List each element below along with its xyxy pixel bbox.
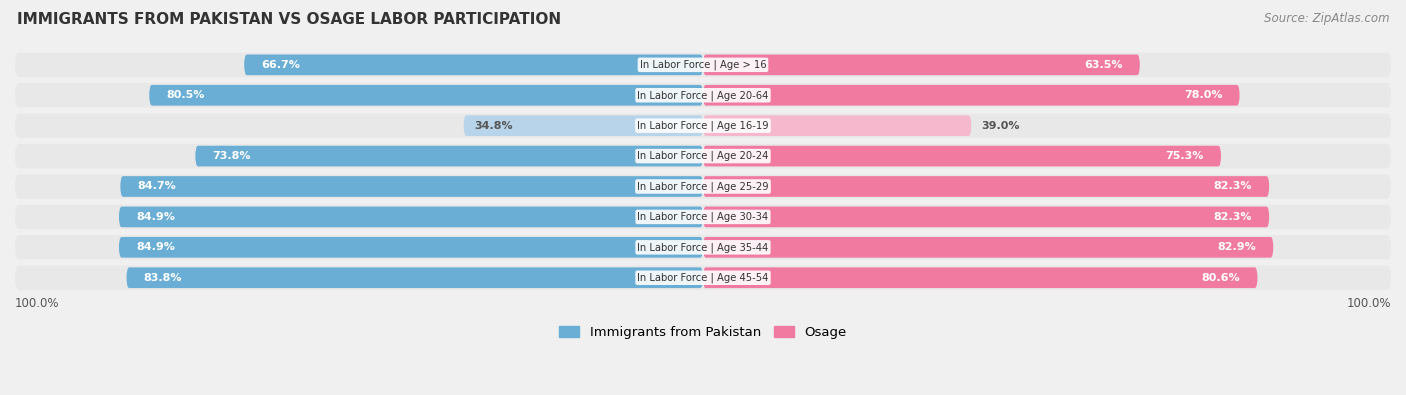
Text: 100.0%: 100.0% [15, 297, 59, 310]
Text: 82.3%: 82.3% [1213, 212, 1251, 222]
Text: 75.3%: 75.3% [1166, 151, 1204, 161]
Text: 82.3%: 82.3% [1213, 181, 1251, 192]
FancyBboxPatch shape [121, 176, 703, 197]
FancyBboxPatch shape [703, 115, 972, 136]
Legend: Immigrants from Pakistan, Osage: Immigrants from Pakistan, Osage [554, 320, 852, 344]
Text: 78.0%: 78.0% [1184, 90, 1222, 100]
Text: 73.8%: 73.8% [212, 151, 250, 161]
FancyBboxPatch shape [15, 235, 1391, 260]
Text: 39.0%: 39.0% [981, 121, 1021, 131]
FancyBboxPatch shape [703, 85, 1240, 105]
FancyBboxPatch shape [149, 85, 703, 105]
FancyBboxPatch shape [120, 207, 703, 227]
FancyBboxPatch shape [15, 205, 1391, 229]
Text: 84.7%: 84.7% [138, 181, 176, 192]
Text: In Labor Force | Age 20-24: In Labor Force | Age 20-24 [637, 151, 769, 161]
Text: In Labor Force | Age 16-19: In Labor Force | Age 16-19 [637, 120, 769, 131]
FancyBboxPatch shape [703, 55, 1140, 75]
Text: In Labor Force | Age > 16: In Labor Force | Age > 16 [640, 60, 766, 70]
Text: In Labor Force | Age 45-54: In Labor Force | Age 45-54 [637, 273, 769, 283]
Text: 66.7%: 66.7% [262, 60, 299, 70]
Text: In Labor Force | Age 30-34: In Labor Force | Age 30-34 [637, 212, 769, 222]
FancyBboxPatch shape [15, 113, 1391, 138]
Text: 63.5%: 63.5% [1084, 60, 1122, 70]
Text: 34.8%: 34.8% [474, 121, 513, 131]
FancyBboxPatch shape [15, 83, 1391, 107]
Text: In Labor Force | Age 20-64: In Labor Force | Age 20-64 [637, 90, 769, 100]
FancyBboxPatch shape [15, 265, 1391, 290]
FancyBboxPatch shape [703, 267, 1257, 288]
FancyBboxPatch shape [464, 115, 703, 136]
Text: 84.9%: 84.9% [136, 242, 174, 252]
FancyBboxPatch shape [703, 146, 1220, 166]
FancyBboxPatch shape [703, 237, 1274, 258]
Text: In Labor Force | Age 35-44: In Labor Force | Age 35-44 [637, 242, 769, 252]
Text: 84.9%: 84.9% [136, 212, 174, 222]
Text: 80.5%: 80.5% [166, 90, 205, 100]
FancyBboxPatch shape [245, 55, 703, 75]
Text: In Labor Force | Age 25-29: In Labor Force | Age 25-29 [637, 181, 769, 192]
FancyBboxPatch shape [15, 144, 1391, 168]
Text: Source: ZipAtlas.com: Source: ZipAtlas.com [1264, 12, 1389, 25]
FancyBboxPatch shape [127, 267, 703, 288]
Text: 100.0%: 100.0% [1347, 297, 1391, 310]
Text: IMMIGRANTS FROM PAKISTAN VS OSAGE LABOR PARTICIPATION: IMMIGRANTS FROM PAKISTAN VS OSAGE LABOR … [17, 12, 561, 27]
FancyBboxPatch shape [703, 176, 1270, 197]
FancyBboxPatch shape [195, 146, 703, 166]
FancyBboxPatch shape [15, 174, 1391, 199]
FancyBboxPatch shape [703, 207, 1270, 227]
FancyBboxPatch shape [15, 53, 1391, 77]
Text: 80.6%: 80.6% [1202, 273, 1240, 283]
FancyBboxPatch shape [120, 237, 703, 258]
Text: 83.8%: 83.8% [143, 273, 183, 283]
Text: 82.9%: 82.9% [1218, 242, 1256, 252]
